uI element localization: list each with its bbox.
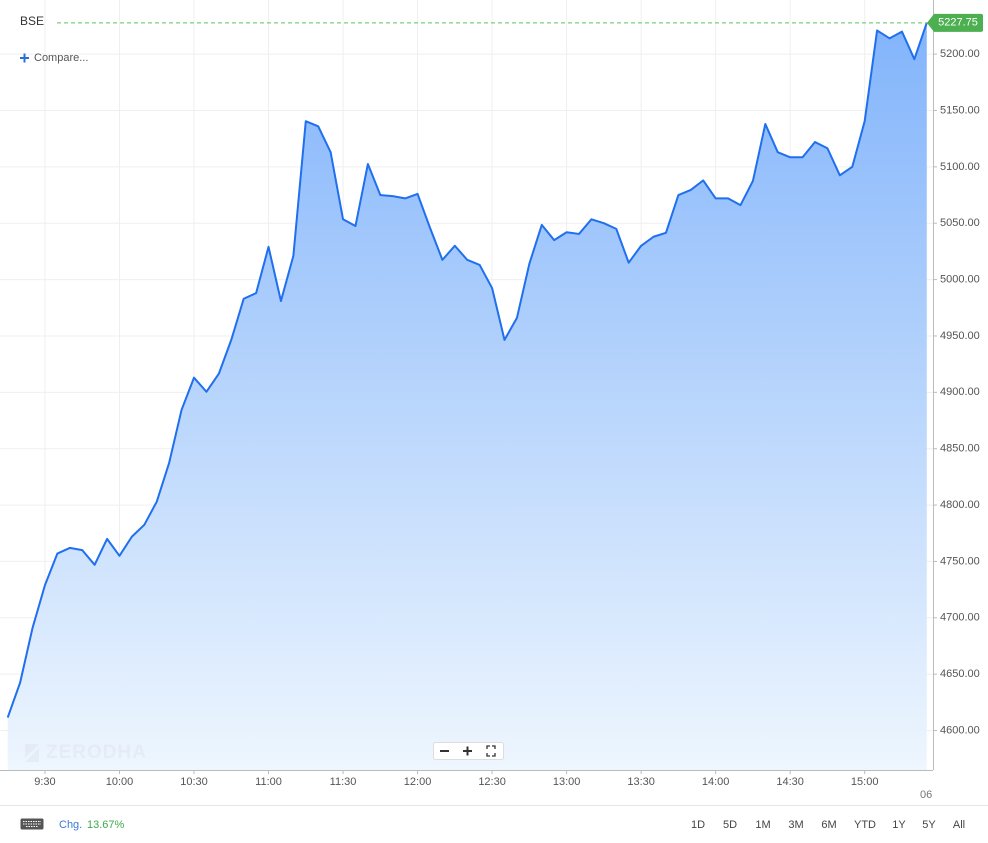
x-tick-label: 10:30 <box>180 776 208 788</box>
y-tick-label: 4800.00 <box>940 499 980 511</box>
date-fragment: 06 <box>920 789 932 801</box>
range-button[interactable]: YTD <box>854 819 876 831</box>
x-tick-label: 15:00 <box>851 776 879 788</box>
compare-label[interactable]: Compare... <box>34 52 88 64</box>
watermark: ZERODHA <box>25 742 147 763</box>
keyboard-icon[interactable] <box>20 818 44 830</box>
range-button[interactable]: 1D <box>691 819 705 831</box>
last-price-label: 5227.75 <box>938 17 978 29</box>
y-tick-label: 4700.00 <box>940 612 980 624</box>
range-button[interactable]: 5Y <box>922 819 936 831</box>
x-tick-label: 14:30 <box>776 776 804 788</box>
watermark-logo <box>25 744 39 762</box>
y-tick-label: 4850.00 <box>940 443 980 455</box>
range-button[interactable]: All <box>953 819 965 831</box>
area <box>7 22 927 771</box>
y-tick-label: 5000.00 <box>940 273 980 285</box>
y-tick-label: 4950.00 <box>940 330 980 342</box>
last-price-tag <box>927 13 983 32</box>
plot <box>6 22 933 771</box>
x-tick-label: 9:30 <box>34 776 55 788</box>
compare-button[interactable]: Compare... <box>20 52 88 64</box>
y-tick-label: 5200.00 <box>940 48 980 60</box>
y-tick-label: 4650.00 <box>940 668 980 680</box>
x-tick-label: 13:00 <box>553 776 581 788</box>
plus-icon <box>20 53 29 63</box>
zoom-in[interactable] <box>463 746 472 756</box>
range-button[interactable]: 5D <box>723 819 737 831</box>
zoom-reset[interactable] <box>486 745 496 757</box>
y-tick-label: 5050.00 <box>940 217 980 229</box>
x-tick-label: 11:30 <box>330 776 357 788</box>
x-tick-label: 10:00 <box>106 776 134 788</box>
keyboard-keys <box>23 821 41 827</box>
range-button[interactable]: 3M <box>788 819 803 831</box>
y-tick-label: 4900.00 <box>940 386 980 398</box>
x-tick-label: 13:30 <box>627 776 655 788</box>
range-buttons: 1D 5D 1M 3M 6M YTD 1Y 5Y All <box>691 819 965 831</box>
x-tick-label: 12:00 <box>404 776 432 788</box>
y-tick-label: 5100.00 <box>940 161 980 173</box>
line <box>6 22 928 718</box>
y-tick-label: 5150.00 <box>940 104 980 116</box>
y-tick-label: 4600.00 <box>940 724 980 736</box>
range-button[interactable]: 6M <box>821 819 836 831</box>
change-label: Chg. <box>59 819 82 831</box>
y-tick-label: 4750.00 <box>940 555 980 567</box>
x-tick-label: 12:30 <box>478 776 506 788</box>
range-button[interactable]: 1Y <box>892 819 906 831</box>
x-tick-label: 14:00 <box>702 776 730 788</box>
x-tick-label: 11:00 <box>255 776 282 788</box>
range-button[interactable]: 1M <box>755 819 770 831</box>
chart-title: BSE <box>20 14 44 28</box>
change-value: 13.67% <box>87 819 125 831</box>
zoom-controls <box>433 742 504 760</box>
watermark-text: ZERODHA <box>46 742 147 763</box>
